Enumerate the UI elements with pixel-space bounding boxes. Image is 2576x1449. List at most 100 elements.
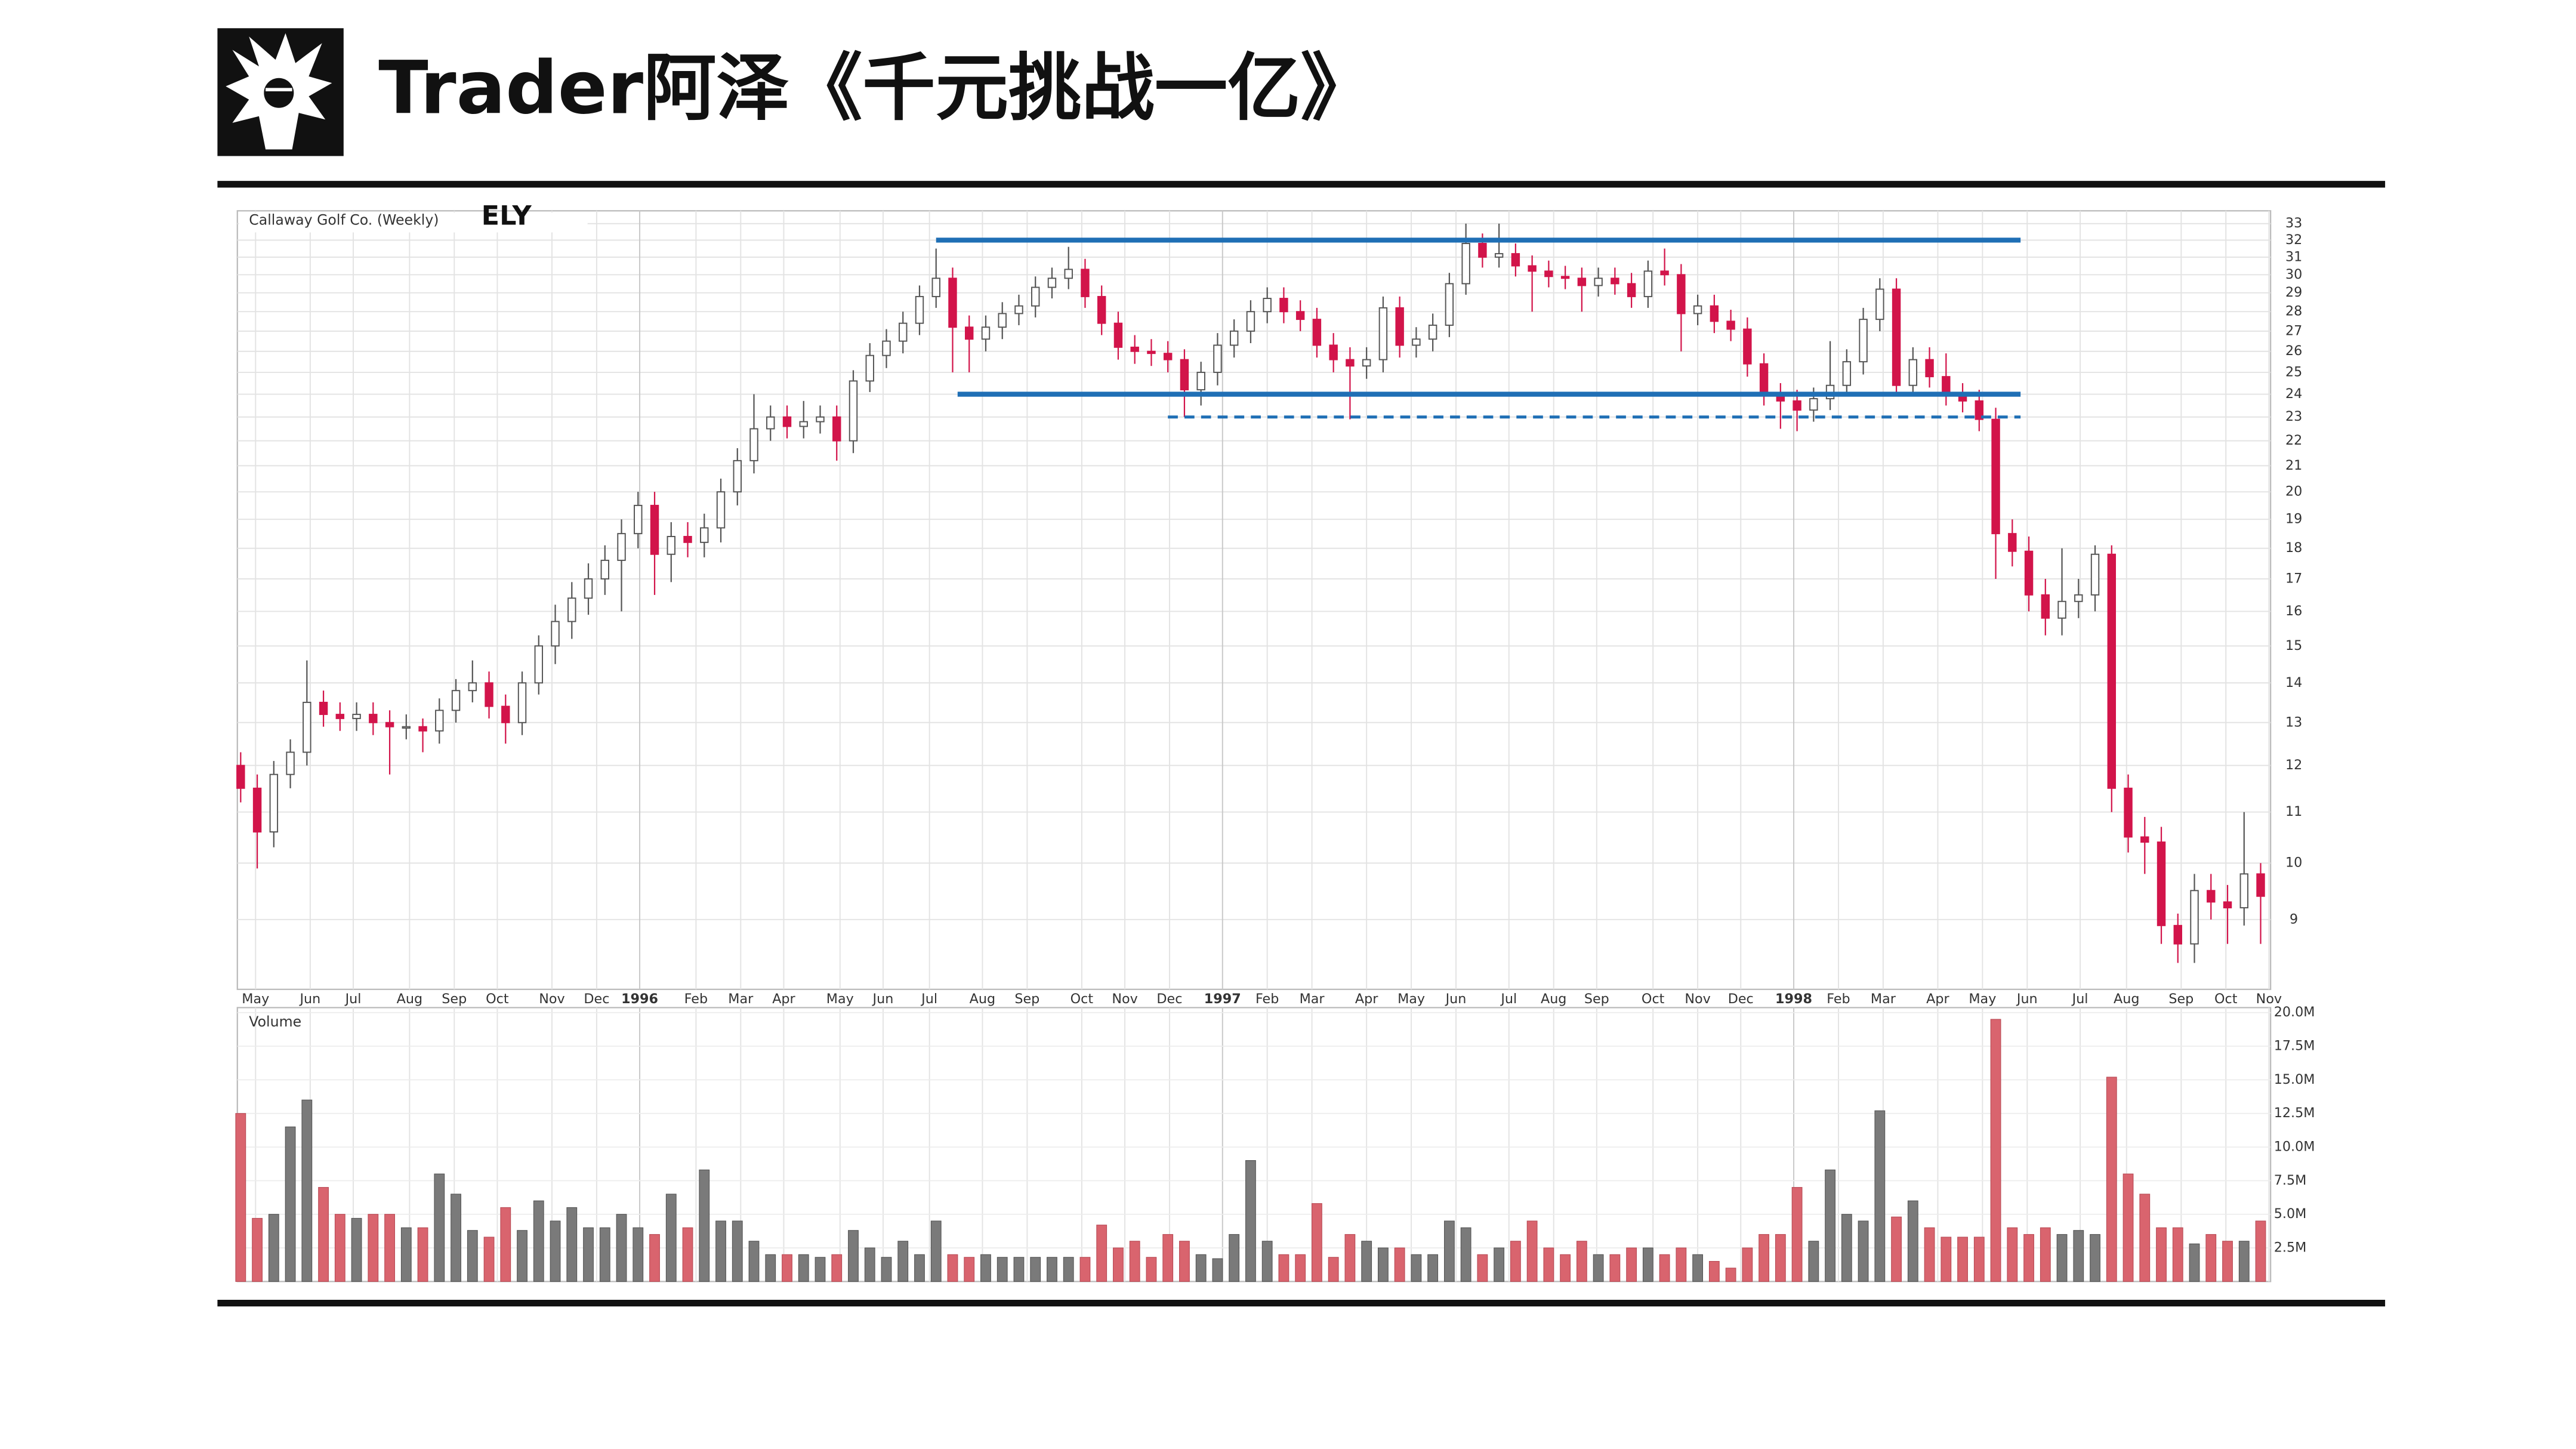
candle-body xyxy=(517,682,527,723)
candle-body xyxy=(236,764,245,789)
x-tick-label: Oct xyxy=(1070,991,1094,1007)
candle-body xyxy=(319,701,328,716)
x-tick-label: Mar xyxy=(1871,991,1896,1007)
volume-bar xyxy=(1775,1234,1786,1282)
volume-bar xyxy=(2205,1234,2217,1282)
candle-body xyxy=(832,416,841,442)
candle-body xyxy=(998,313,1007,328)
y-tick-label: 2.5M xyxy=(2274,1240,2307,1256)
candle-body xyxy=(1031,286,1040,307)
volume-bar xyxy=(1526,1220,1538,1282)
volume-bar xyxy=(268,1214,279,1282)
volume-bar xyxy=(1063,1257,1074,1282)
volume-bar xyxy=(301,1099,313,1282)
volume-bar xyxy=(500,1207,511,1282)
volume-bar xyxy=(1742,1247,1753,1282)
candle-body xyxy=(1809,398,1818,411)
x-tick-label: Dec xyxy=(1156,991,1182,1007)
candle-body xyxy=(2140,836,2149,843)
x-tick-label: Feb xyxy=(1827,991,1850,1007)
volume-bar xyxy=(1874,1110,1886,1282)
volume-bar xyxy=(1261,1241,1273,1282)
candle-body xyxy=(1279,298,1288,313)
candle-body xyxy=(1163,353,1173,360)
volume-bar xyxy=(715,1220,726,1282)
volume-bar xyxy=(1312,1203,1322,1282)
volume-bar xyxy=(765,1254,776,1282)
volume-bar xyxy=(2222,1241,2233,1282)
volume-bar xyxy=(964,1257,975,1282)
volume-bar xyxy=(815,1257,826,1282)
volume-bar xyxy=(980,1254,991,1282)
candle-body xyxy=(1229,330,1239,346)
candle-body xyxy=(567,597,576,622)
y-tick-label: 9 xyxy=(2290,911,2298,927)
page-title: Trader阿泽《千元挑战一亿》 xyxy=(378,45,1374,130)
x-tick-label: Oct xyxy=(1642,991,1665,1007)
candle-body xyxy=(1461,243,1470,285)
x-tick-label: Dec xyxy=(1728,991,1754,1007)
volume-bar xyxy=(550,1220,561,1282)
volume-bar xyxy=(1079,1257,1091,1282)
volume-bar xyxy=(1759,1234,1769,1282)
candle-body xyxy=(2256,873,2265,897)
candle-body xyxy=(252,787,262,833)
volume-bar xyxy=(897,1241,909,1282)
candle-body xyxy=(650,504,659,555)
candle-body xyxy=(766,416,775,430)
volume-bar xyxy=(864,1247,875,1282)
volume-bar xyxy=(1146,1257,1157,1282)
x-tick-label: Nov xyxy=(1112,991,1137,1007)
volume-bar xyxy=(1708,1260,1720,1282)
volume-bar xyxy=(649,1234,660,1282)
candle-body xyxy=(1793,400,1801,411)
y-tick-label: 14 xyxy=(2285,675,2302,690)
candle-body xyxy=(1213,344,1222,373)
candle-body xyxy=(1196,371,1205,391)
candle-body xyxy=(402,726,411,729)
volume-bar xyxy=(368,1214,379,1282)
volume-bar xyxy=(2073,1230,2084,1282)
y-tick-label: 13 xyxy=(2285,714,2302,730)
volume-bar xyxy=(848,1230,859,1282)
volume-bar xyxy=(2023,1234,2034,1282)
candle-body xyxy=(2041,594,2050,619)
x-tick-label: May xyxy=(826,991,854,1007)
candle-body xyxy=(2107,553,2117,789)
x-tick-label: May xyxy=(242,991,269,1007)
candle-body xyxy=(1544,270,1553,278)
volume-bar xyxy=(1195,1254,1207,1282)
volume-bar xyxy=(1510,1241,1521,1282)
candle-body xyxy=(468,682,477,692)
volume-bar xyxy=(2106,1077,2117,1282)
candle-body xyxy=(1693,305,1702,315)
candle-body xyxy=(1130,346,1139,352)
candle-body xyxy=(700,527,709,543)
candle-body xyxy=(2074,594,2083,602)
x-tick-label: Feb xyxy=(684,991,708,1007)
y-tick-label: 28 xyxy=(2285,304,2302,319)
candle-body xyxy=(1180,359,1189,391)
x-tick-label: Sep xyxy=(2168,991,2194,1007)
candle-body xyxy=(1064,269,1073,279)
candle-body xyxy=(1295,311,1305,320)
x-tick-label: Jun xyxy=(2016,991,2038,1007)
candle-body xyxy=(534,645,544,684)
candle-body xyxy=(303,701,311,753)
volume-bar xyxy=(914,1254,925,1282)
volume-bar xyxy=(1113,1247,1124,1282)
volume-bar xyxy=(1593,1254,1604,1282)
candle-body xyxy=(1859,319,1868,363)
volume-bar xyxy=(1344,1234,1356,1282)
candle-body xyxy=(1577,278,1587,286)
volume-bar xyxy=(1129,1241,1140,1282)
volume-bar xyxy=(633,1227,644,1282)
y-tick-label: 15.0M xyxy=(2274,1072,2315,1087)
candle-body xyxy=(1875,288,1884,320)
candle-body xyxy=(501,705,510,723)
volume-bar xyxy=(782,1254,792,1282)
y-tick-label: 20 xyxy=(2285,484,2302,500)
volume-bar xyxy=(1295,1254,1306,1282)
volume-bar xyxy=(517,1230,527,1282)
candle-body xyxy=(1528,265,1537,272)
